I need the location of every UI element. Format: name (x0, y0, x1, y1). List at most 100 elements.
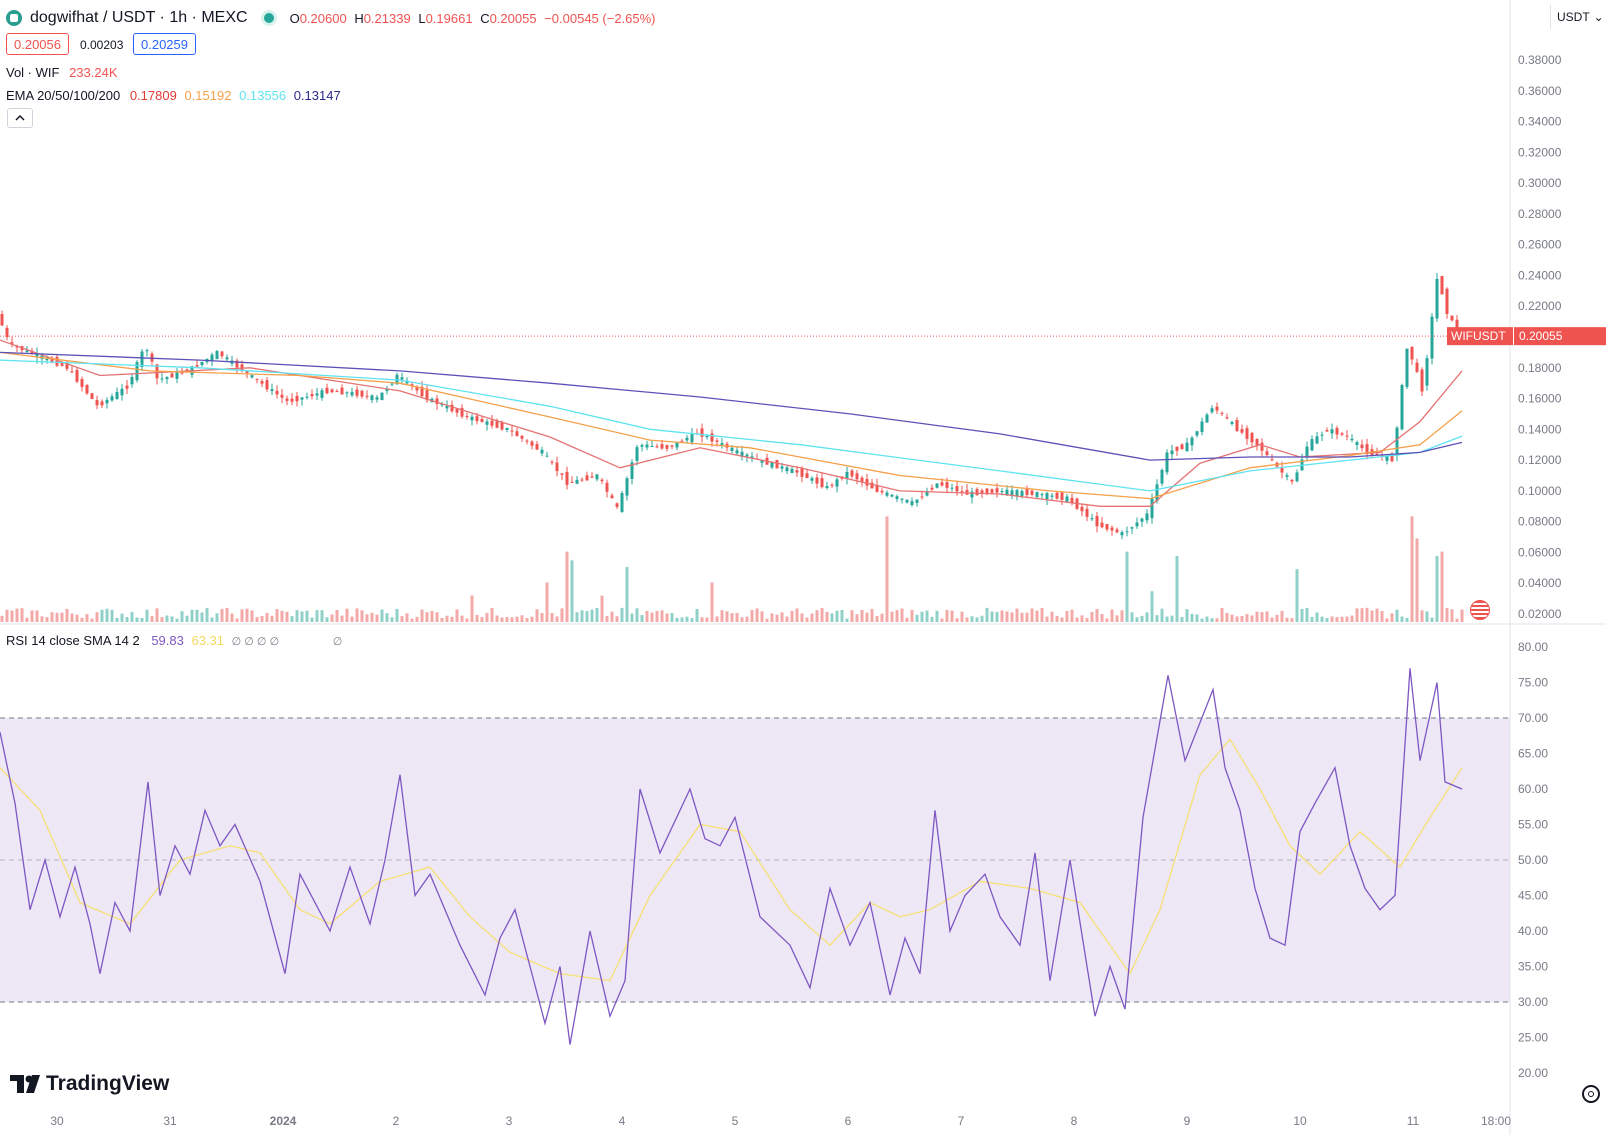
candle-body (1160, 469, 1164, 484)
symbol-badge (1447, 327, 1513, 346)
volume-bar (905, 617, 909, 622)
volume-bar (250, 610, 254, 622)
volume-bar (655, 611, 659, 622)
volume-bar (225, 607, 229, 622)
tradingview-logo[interactable]: TradingView (10, 1072, 169, 1096)
candle-body (1280, 467, 1284, 473)
price-tick-label: 0.32000 (1518, 145, 1562, 159)
candles (0, 273, 1464, 540)
volume-bar (110, 609, 114, 622)
candle-body (1285, 475, 1289, 477)
rsi-line (0, 668, 1463, 1045)
volume-bar (530, 616, 534, 622)
volume-bar (1225, 613, 1229, 622)
volume-bar (880, 613, 884, 622)
volume-bar (875, 615, 879, 622)
settings-gear-icon[interactable] (1582, 1085, 1600, 1103)
volume-bar (1450, 609, 1454, 622)
candle-body (10, 342, 14, 344)
volume-bar (200, 612, 204, 622)
candle-body (225, 357, 229, 360)
price-tick-label: 0.36000 (1518, 84, 1562, 98)
candle-body (1240, 429, 1244, 433)
collapse-legend-button[interactable] (7, 108, 33, 128)
volume-bar (950, 610, 954, 622)
candle-body (1425, 358, 1429, 386)
volume-bar (1150, 591, 1154, 622)
candle-body (120, 388, 124, 396)
candle-body (345, 392, 349, 394)
candle-body (465, 416, 469, 418)
candle-body (180, 372, 184, 374)
volume-bar (1385, 618, 1389, 622)
candle-body (1145, 513, 1149, 521)
candle-body (745, 454, 749, 457)
rsi-band (0, 718, 1510, 1002)
pair-title[interactable]: dogwifhat / USDT · 1h · MEXC (30, 9, 248, 26)
volume-bar (1005, 611, 1009, 622)
candle-body (210, 354, 214, 362)
volume-bar (465, 618, 469, 622)
bid-price-button[interactable]: 0.20056 (6, 33, 69, 55)
candle-body (920, 496, 924, 498)
volume-bar (1230, 614, 1234, 622)
volume-bar (1270, 617, 1274, 622)
candle-body (445, 405, 449, 409)
volume-bar (1350, 615, 1354, 622)
volume-bar (935, 610, 939, 622)
candle-body (1060, 492, 1064, 500)
volume-bar (675, 617, 679, 622)
volume-bar (1240, 615, 1244, 622)
candle-body (170, 373, 174, 378)
volume-bar (590, 609, 594, 622)
price-tick-label: 0.18000 (1518, 361, 1562, 375)
volume-bar (315, 610, 319, 622)
volume-bar (1305, 608, 1309, 622)
candle-body (640, 445, 644, 447)
volume-bar (1185, 609, 1189, 622)
currency-select[interactable]: USDT ⌄ (1550, 5, 1606, 29)
candle-body (1220, 412, 1224, 414)
volume-bar (1325, 618, 1329, 622)
volume-bar (135, 617, 139, 622)
volume-bar (825, 611, 829, 622)
volume-bar (785, 616, 789, 622)
volume-legend[interactable]: Vol · WIF 233.24K (6, 65, 118, 80)
ask-price-button[interactable]: 0.20259 (133, 33, 196, 55)
candle-body (195, 365, 199, 367)
candle-body (1385, 456, 1389, 461)
volume-bar (430, 610, 434, 622)
volume-bar (310, 617, 314, 622)
candle-body (1135, 522, 1139, 527)
candle-body (570, 481, 574, 483)
candle-body (940, 482, 944, 486)
volume-bar (1375, 608, 1379, 622)
candle-body (495, 421, 499, 428)
candle-body (300, 397, 304, 400)
candle-body (165, 377, 169, 379)
candle-body (1085, 508, 1089, 517)
rsi-legend[interactable]: RSI 14 close SMA 14 2 59.83 63.31 ∅ ∅ ∅ … (6, 633, 343, 648)
events-flag-icon[interactable] (1470, 600, 1490, 620)
rsi-tick-label: 50.00 (1518, 853, 1548, 867)
market-open-icon (263, 13, 274, 23)
volume-bar (805, 617, 809, 622)
time-tick-label: 8 (1071, 1114, 1078, 1128)
volume-bar (210, 617, 214, 622)
candle-body (1070, 497, 1074, 503)
volume-bar (1290, 618, 1294, 622)
volume-bar (190, 609, 194, 622)
ema-legend[interactable]: EMA 20/50/100/200 0.17809 0.15192 0.1355… (6, 88, 341, 103)
candle-body (1225, 417, 1229, 419)
volume-bar (500, 617, 504, 622)
volume-bar (1135, 617, 1139, 622)
price-tick-label: 0.24000 (1518, 268, 1562, 282)
volume-bar (610, 611, 614, 622)
volume-bar (865, 612, 869, 622)
volume-bar (270, 615, 274, 622)
volume-bar (415, 616, 419, 622)
volume-bar (855, 614, 859, 622)
volume-bar (910, 609, 914, 622)
volume-bar (650, 612, 654, 622)
